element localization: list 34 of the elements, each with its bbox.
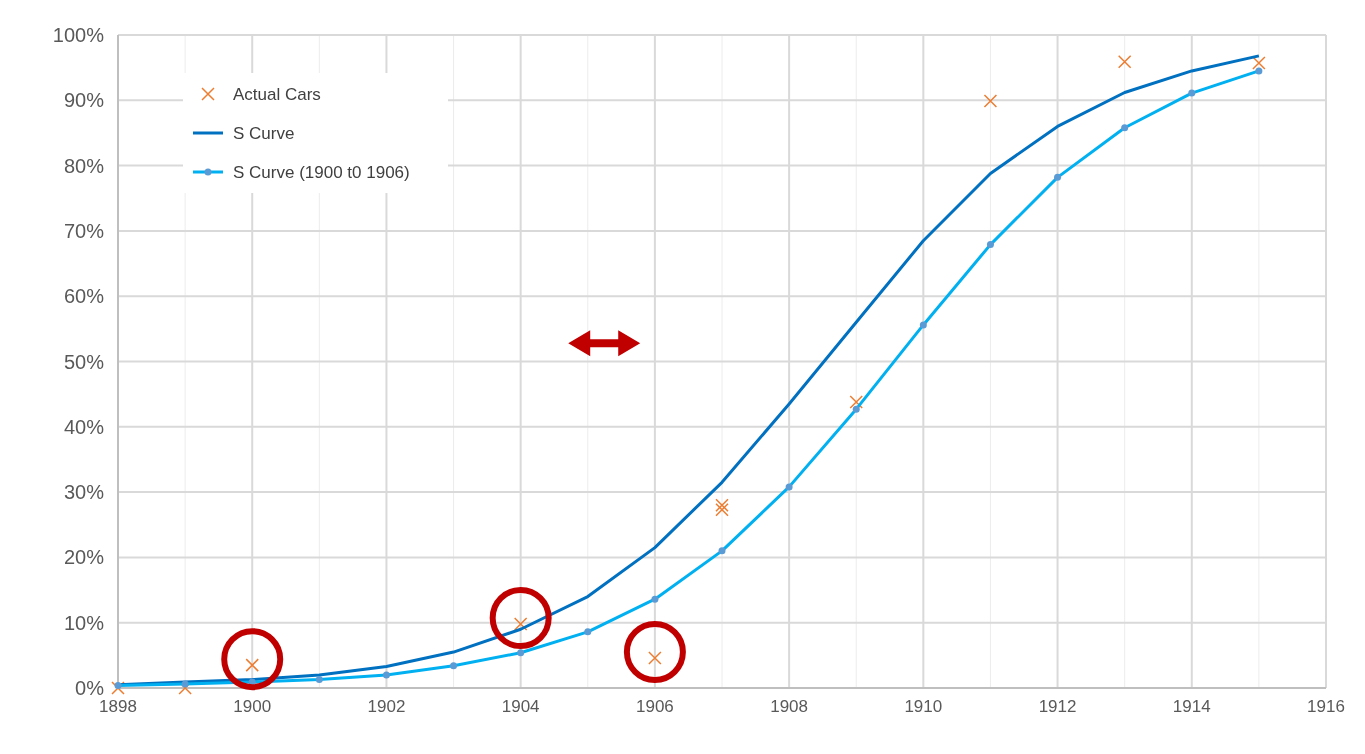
x-tick-label: 1900 — [233, 697, 272, 716]
y-tick-label: 50% — [63, 350, 105, 373]
legend-label: S Curve (1900 t0 1906) — [233, 163, 410, 182]
y-tick-label: 80% — [63, 154, 105, 177]
point — [648, 651, 662, 665]
point — [1252, 56, 1266, 70]
x-tick-label: 1898 — [99, 697, 137, 716]
x-tick-label: 1916 — [1307, 697, 1345, 716]
y-tick-label: 0% — [75, 677, 105, 699]
x-tick-label: 1904 — [501, 697, 540, 716]
y-tick-label: 100% — [52, 24, 105, 46]
point — [245, 658, 259, 672]
x-tick-label: 1910 — [904, 697, 943, 716]
y-tick-label: 70% — [63, 219, 105, 242]
x-tick-label: 1914 — [1172, 697, 1211, 716]
x-tick-label: 1912 — [1038, 697, 1077, 716]
y-tick-label: 40% — [63, 415, 105, 438]
y-tick-label: 90% — [63, 89, 105, 112]
point — [715, 502, 729, 517]
legend-label: Actual Cars — [233, 85, 321, 104]
point — [715, 498, 729, 512]
y-tick-label: 60% — [63, 285, 105, 308]
legend-label: S Curve — [233, 124, 295, 143]
y-tick-label: 20% — [63, 546, 105, 569]
x-tick-label: 1906 — [635, 697, 674, 716]
point — [983, 94, 998, 108]
x-tick-label: 1902 — [367, 697, 406, 716]
y-tick-label: 30% — [63, 481, 105, 504]
x-tick-label: 1908 — [770, 697, 809, 716]
point — [849, 395, 863, 409]
point — [1117, 55, 1132, 69]
y-tick-label: 10% — [63, 611, 105, 634]
point — [513, 617, 528, 631]
point — [111, 681, 125, 695]
